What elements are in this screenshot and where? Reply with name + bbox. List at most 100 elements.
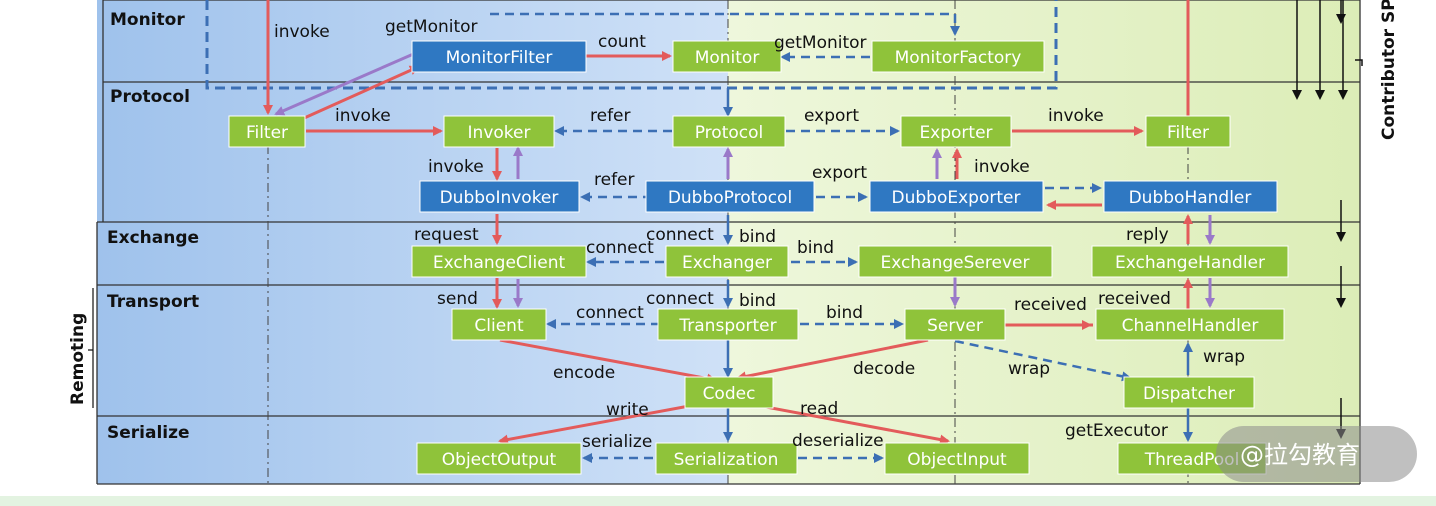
red-arrows <box>263 0 1193 445</box>
box-codec: Codec <box>684 376 774 409</box>
edge-label-invoke-monitor: invoke <box>274 22 330 42</box>
box-serialization: Serialization <box>655 442 798 475</box>
box-dispatcher: Dispatcher <box>1123 376 1255 409</box>
edge-label-invoke-invoker: invoke <box>428 157 484 177</box>
edge-label-reply: reply <box>1126 225 1169 245</box>
edge-label-connect-exchanger: connect <box>646 225 714 245</box>
box-object-input: ObjectInput <box>884 442 1030 475</box>
channel-handler-label: ChannelHandler <box>1122 316 1259 336</box>
box-monitor: Monitor <box>672 40 782 73</box>
box-exporter: Exporter <box>900 115 1012 148</box>
layer-exchange: Exchange <box>107 228 199 248</box>
edge-label-connect-exchange: connect <box>586 238 654 258</box>
monitor-label: Monitor <box>695 48 760 68</box>
edge-labels: invoke getMonitor count getMonitor invok… <box>274 17 1245 452</box>
edge-label-write: write <box>606 400 649 420</box>
contributor-spi-label: Contributor SPI <box>1379 0 1399 140</box>
edge-label-encode: encode <box>553 363 615 383</box>
edge-label-send: send <box>437 289 478 309</box>
bottom-bar <box>0 496 1436 506</box>
box-exchange-client: ExchangeClient <box>411 245 587 278</box>
filter-right-label: Filter <box>1167 123 1209 143</box>
box-server: Server <box>904 308 1006 341</box>
edge-label-refer-dubbo: refer <box>594 170 635 190</box>
box-object-output: ObjectOutput <box>416 442 582 475</box>
edge-label-invoke-exporter: invoke <box>1048 106 1104 126</box>
box-client: Client <box>451 308 547 341</box>
layer-serialize: Serialize <box>107 423 190 443</box>
exporter-label: Exporter <box>919 123 992 143</box>
edge-label-wrap-dispatcher: wrap <box>1203 347 1245 367</box>
exchanger-label: Exchanger <box>682 253 772 273</box>
box-transporter: Transporter <box>657 308 799 341</box>
monitor-filter-label: MonitorFilter <box>446 48 553 68</box>
edge-label-received-2: received <box>1098 289 1171 309</box>
purple-arrows <box>274 50 1215 308</box>
edge-label-invoke-filter: invoke <box>335 106 391 126</box>
dubbo-protocol-label: DubboProtocol <box>668 188 792 208</box>
edge-label-connect-transport: connect <box>576 303 644 323</box>
box-dubbo-exporter: DubboExporter <box>869 180 1044 213</box>
edge-label-received-1: received <box>1014 295 1087 315</box>
codec-label: Codec <box>703 384 756 404</box>
edge-label-request: request <box>414 225 479 245</box>
box-filter-left: Filter <box>228 115 306 148</box>
blue-solid-arrows <box>723 88 1193 442</box>
box-filter-right: Filter <box>1145 115 1231 148</box>
box-dubbo-handler: DubboHandler <box>1103 180 1278 213</box>
edge-label-bind-transporter: bind <box>739 291 776 311</box>
provider-side-background <box>728 0 1360 484</box>
edge-label-deserialize: deserialize <box>792 431 884 451</box>
box-monitor-factory: MonitorFactory <box>871 40 1045 73</box>
edge-label-get-monitor-1: getMonitor <box>385 17 478 37</box>
edge-label-wrap-server: wrap <box>1008 359 1050 379</box>
edge-label-export-protocol: export <box>804 106 859 126</box>
box-dubbo-invoker: DubboInvoker <box>419 180 580 213</box>
box-exchange-serever: ExchangeSerever <box>858 245 1053 278</box>
blue-dashed-arrows <box>546 52 1132 463</box>
dubbo-invoker-label: DubboInvoker <box>440 188 559 208</box>
edge-label-get-executor: getExecutor <box>1065 421 1168 441</box>
spi-arrows <box>1292 0 1363 439</box>
object-output-label: ObjectOutput <box>442 450 557 470</box>
box-channel-handler: ChannelHandler <box>1095 308 1285 341</box>
edge-label-bind-exchanger: bind <box>739 227 776 247</box>
edge-label-bind-exchange: bind <box>797 238 834 258</box>
monitor-factory-label: MonitorFactory <box>895 48 1022 68</box>
edge-label-refer-protocol: refer <box>590 106 631 126</box>
dubbo-exporter-label: DubboExporter <box>892 188 1021 208</box>
monitor-enclosure <box>205 0 1058 90</box>
layer-protocol: Protocol <box>110 87 190 107</box>
edge-label-invoke-dubbo-exporter: invoke <box>974 157 1030 177</box>
box-monitor-filter: MonitorFilter <box>411 40 587 73</box>
box-dubbo-protocol: DubboProtocol <box>645 180 815 213</box>
edge-label-decode: decode <box>853 359 915 379</box>
box-exchange-handler: ExchangeHandler <box>1091 245 1289 278</box>
invoker-label: Invoker <box>468 123 531 143</box>
layer-transport: Transport <box>107 292 199 312</box>
edge-label-bind-transport: bind <box>826 303 863 323</box>
edge-label-count: count <box>598 32 646 52</box>
exchange-serever-label: ExchangeSerever <box>881 253 1030 273</box>
edge-label-read: read <box>800 399 838 419</box>
edge-label-connect-transporter: connect <box>646 289 714 309</box>
thread-pool-label: ThreadPool <box>1144 450 1240 470</box>
serialization-label: Serialization <box>674 450 779 470</box>
box-invoker: Invoker <box>443 115 555 148</box>
exchange-handler-label: ExchangeHandler <box>1115 253 1265 273</box>
edge-label-serialize: serialize <box>582 432 652 452</box>
watermark: @拉勾教育 <box>1216 426 1417 482</box>
protocol-label: Protocol <box>695 123 764 143</box>
dubbo-handler-label: DubboHandler <box>1129 188 1252 208</box>
box-exchanger: Exchanger <box>665 245 789 278</box>
exchange-client-label: ExchangeClient <box>433 253 566 273</box>
consumer-side-background <box>97 0 728 484</box>
layer-monitor: Monitor <box>110 10 185 30</box>
server-label: Server <box>927 316 983 336</box>
filter-left-label: Filter <box>246 123 288 143</box>
box-protocol: Protocol <box>672 115 786 148</box>
remoting-bracket <box>88 288 94 408</box>
remoting-label: Remoting <box>68 313 88 405</box>
